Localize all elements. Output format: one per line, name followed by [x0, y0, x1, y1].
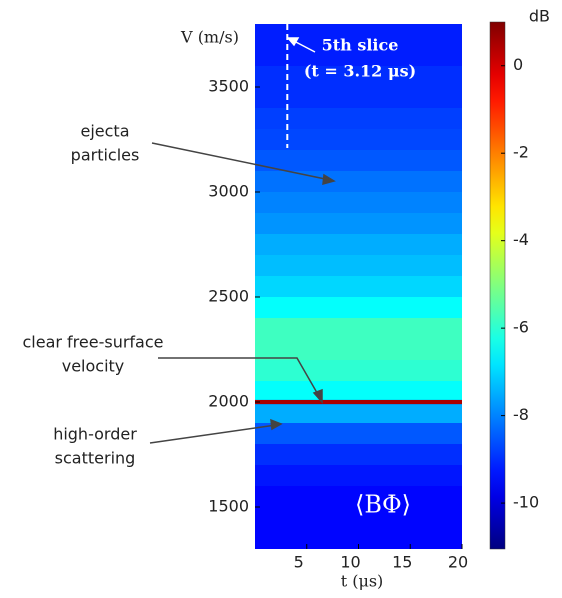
colorbar-label: dB [529, 7, 550, 26]
heatmap-row [255, 24, 462, 45]
annotation-line: clear free-surface [22, 333, 163, 352]
x-tick-label: 10 [340, 553, 360, 572]
x-tick-label: 15 [392, 553, 412, 572]
heatmap-row [255, 66, 462, 87]
heatmap-row [255, 423, 462, 444]
heatmap-row [255, 129, 462, 150]
arrow [149, 424, 277, 444]
slice-label: 5th slice [322, 36, 399, 55]
arrows [149, 142, 336, 444]
heatmap-row [255, 255, 462, 276]
heatmap-row [255, 507, 462, 528]
heatmap-row [255, 318, 462, 339]
colorbar-tick-label: -10 [513, 493, 539, 512]
heatmap-row [255, 276, 462, 297]
annotation-line: scattering [55, 449, 136, 468]
heatmap-row [255, 192, 462, 213]
heatmap-row [255, 297, 462, 318]
heatmap-row [255, 108, 462, 129]
slice-sublabel: (t = 3.12 μs) [304, 62, 416, 81]
heatmap-row [255, 528, 462, 549]
heatmap-row [255, 234, 462, 255]
x-axis-label: t (μs) [341, 572, 384, 591]
heatmap-row [255, 339, 462, 360]
heatmap-row [255, 399, 462, 405]
arrow [151, 142, 331, 181]
heatmap [255, 24, 462, 549]
heatmap-row [255, 404, 462, 423]
heatmap-row [255, 360, 462, 381]
heatmap-row [255, 213, 462, 234]
slice-arrow [286, 37, 316, 53]
arrow-head [270, 418, 283, 431]
colorbar-tick-label: -2 [513, 143, 529, 162]
y-tick-label: 1500 [208, 497, 249, 516]
arrow [158, 357, 321, 399]
y-tick-label: 2000 [208, 392, 249, 411]
heatmap-row [255, 150, 462, 171]
annotation-line: particles [71, 146, 140, 165]
heatmap-row [255, 381, 462, 400]
heatmap-row [255, 45, 462, 66]
y-tick-label: 3000 [208, 182, 249, 201]
heatmap-row [255, 444, 462, 465]
x-tick-label: 5 [294, 553, 304, 572]
heatmap-row [255, 87, 462, 108]
colorbar-tick-label: 0 [513, 55, 523, 74]
colorbar-tick-label: -6 [513, 318, 529, 337]
colorbar-tick-label: -4 [513, 230, 529, 249]
annotation-line: ejecta [80, 122, 129, 141]
heatmap-row [255, 465, 462, 486]
y-tick-label: 2500 [208, 287, 249, 306]
arrow-head [312, 388, 323, 404]
annotation-line: velocity [62, 357, 125, 376]
colorbar-tick-label: -8 [513, 405, 529, 424]
heatmap-row [255, 171, 462, 192]
y-tick-label: 3500 [208, 77, 249, 96]
annotation-line: high-order [53, 425, 137, 444]
x-tick-label: 20 [448, 553, 468, 572]
arrow-head [286, 37, 300, 47]
colorbar [489, 21, 506, 550]
arrow-head [322, 173, 336, 186]
y-axis-label: V (m/s) [180, 28, 239, 47]
heatmap-row [255, 486, 462, 507]
map-label: ⟨BΦ⟩ [355, 491, 411, 519]
